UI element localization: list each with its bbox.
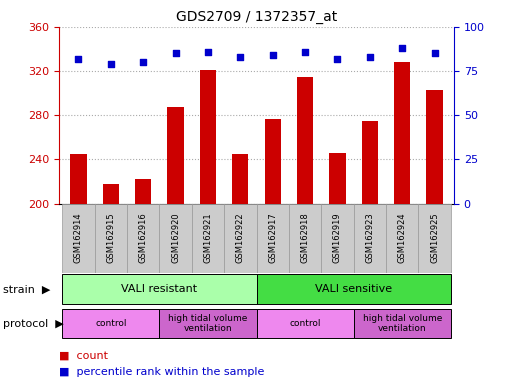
Bar [265, 119, 281, 204]
Text: protocol  ▶: protocol ▶ [3, 319, 63, 329]
Text: GSM162919: GSM162919 [333, 213, 342, 263]
Point [269, 52, 277, 58]
Text: GSM162921: GSM162921 [204, 213, 212, 263]
FancyBboxPatch shape [419, 204, 451, 273]
Bar [394, 62, 410, 204]
Point [171, 50, 180, 56]
FancyBboxPatch shape [353, 309, 451, 338]
Bar [167, 108, 184, 204]
FancyBboxPatch shape [256, 309, 353, 338]
Text: strain  ▶: strain ▶ [3, 284, 50, 294]
Text: GSM162916: GSM162916 [139, 213, 148, 263]
FancyBboxPatch shape [353, 204, 386, 273]
Point [74, 56, 83, 62]
FancyBboxPatch shape [321, 204, 353, 273]
Point [139, 59, 147, 65]
Bar [329, 153, 346, 204]
Bar [70, 154, 87, 204]
Bar [103, 184, 119, 204]
FancyBboxPatch shape [127, 204, 160, 273]
Bar [362, 121, 378, 204]
FancyBboxPatch shape [160, 204, 192, 273]
FancyBboxPatch shape [62, 204, 94, 273]
FancyBboxPatch shape [224, 204, 256, 273]
Text: high tidal volume
ventilation: high tidal volume ventilation [168, 314, 248, 333]
FancyBboxPatch shape [289, 204, 321, 273]
Point [107, 61, 115, 67]
Text: VALI sensitive: VALI sensitive [315, 284, 392, 294]
Text: control: control [289, 319, 321, 328]
Text: GSM162917: GSM162917 [268, 213, 277, 263]
FancyBboxPatch shape [256, 274, 451, 304]
Point [398, 45, 406, 51]
FancyBboxPatch shape [256, 204, 289, 273]
Bar [426, 90, 443, 204]
FancyBboxPatch shape [62, 309, 160, 338]
Text: GSM162914: GSM162914 [74, 213, 83, 263]
FancyBboxPatch shape [386, 204, 419, 273]
Text: control: control [95, 319, 127, 328]
Point [366, 54, 374, 60]
Point [301, 48, 309, 55]
Text: GSM162918: GSM162918 [301, 213, 309, 263]
Point [236, 54, 244, 60]
Point [430, 50, 439, 56]
FancyBboxPatch shape [62, 274, 256, 304]
Point [333, 56, 342, 62]
Text: ■  count: ■ count [59, 350, 108, 360]
Bar [232, 154, 248, 204]
Text: high tidal volume
ventilation: high tidal volume ventilation [363, 314, 442, 333]
Title: GDS2709 / 1372357_at: GDS2709 / 1372357_at [176, 10, 337, 25]
Bar [135, 179, 151, 204]
Point [204, 48, 212, 55]
FancyBboxPatch shape [160, 309, 256, 338]
Text: GSM162915: GSM162915 [106, 213, 115, 263]
Text: GSM162920: GSM162920 [171, 213, 180, 263]
Text: VALI resistant: VALI resistant [121, 284, 198, 294]
Text: GSM162924: GSM162924 [398, 213, 407, 263]
Text: GSM162925: GSM162925 [430, 213, 439, 263]
FancyBboxPatch shape [94, 204, 127, 273]
Text: GSM162923: GSM162923 [365, 213, 374, 263]
Text: GSM162922: GSM162922 [236, 213, 245, 263]
Bar [297, 76, 313, 204]
Text: ■  percentile rank within the sample: ■ percentile rank within the sample [59, 367, 264, 377]
FancyBboxPatch shape [192, 204, 224, 273]
Bar [200, 70, 216, 204]
